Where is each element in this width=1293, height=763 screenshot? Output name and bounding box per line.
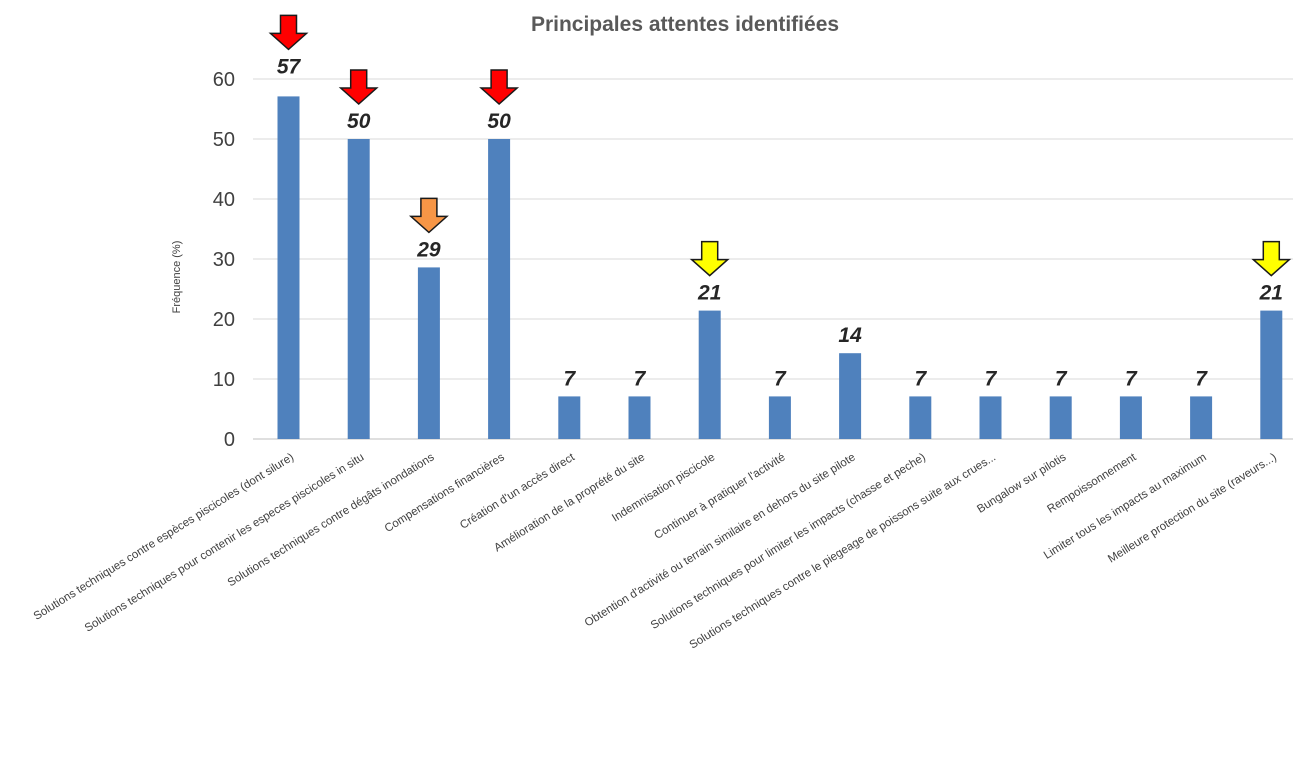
x-tick-label: Amélioration de la proprété du site (492, 451, 647, 554)
data-label: 50 (347, 110, 371, 133)
data-labels: 57 50 29 50 7 7 21 7 14 7 7 7 7 7 21 (277, 55, 1283, 390)
y-tick-label: 50 (213, 129, 235, 151)
x-tick-label: Solutions techniques pour contenir les e… (83, 451, 366, 634)
data-label: 21 (697, 282, 721, 305)
bar (417, 267, 440, 439)
y-tick-label: 0 (224, 429, 235, 451)
bar (347, 139, 370, 439)
chart-title: Principales attentes identifiées (531, 13, 839, 36)
y-tick-label: 40 (213, 189, 235, 211)
bar (558, 396, 581, 439)
annotation-arrows (268, 14, 1292, 277)
arrow-down-icon (479, 69, 520, 106)
data-label: 7 (774, 367, 787, 390)
bars (277, 96, 1283, 440)
gridlines (253, 78, 1293, 440)
data-label: 14 (838, 324, 862, 347)
data-label: 7 (563, 367, 576, 390)
x-tick-label: Solutions techniques contre espèces pisc… (32, 451, 297, 623)
bar (698, 310, 721, 439)
x-tick-label: Compensations financières (383, 451, 507, 535)
bar (1190, 396, 1213, 439)
data-label: 21 (1259, 282, 1283, 305)
data-label: 50 (487, 110, 511, 133)
y-axis-label: Fréquence (%) (171, 241, 183, 314)
x-tick-label: Solutions techniques pour limiter les im… (649, 451, 928, 632)
bar (979, 396, 1002, 439)
bar (628, 396, 651, 439)
data-label: 7 (914, 367, 927, 390)
bar (277, 96, 300, 440)
x-axis-category-labels: Solutions techniques contre espèces pisc… (32, 451, 1279, 652)
data-label: 7 (1055, 367, 1068, 390)
x-tick-label: Continuer à pratiquer l'activité (652, 451, 787, 542)
y-axis-ticks: 0 10 20 30 40 50 60 (213, 69, 235, 451)
bar (1049, 396, 1072, 439)
y-tick-label: 10 (213, 369, 235, 391)
data-label: 7 (1195, 367, 1208, 390)
arrow-down-icon (689, 240, 730, 277)
data-label: 7 (634, 367, 647, 390)
arrow-down-icon (1251, 240, 1292, 277)
arrow-down-icon (268, 14, 309, 51)
bar (1260, 310, 1283, 439)
y-tick-label: 20 (213, 309, 235, 331)
y-tick-label: 60 (213, 69, 235, 91)
bar (488, 139, 511, 439)
data-label: 7 (1125, 367, 1138, 390)
bar (909, 396, 932, 439)
data-label: 29 (416, 238, 441, 261)
arrow-down-icon (408, 197, 449, 234)
bar (1119, 396, 1142, 439)
bar (768, 396, 791, 439)
y-tick-label: 30 (213, 249, 235, 271)
arrow-down-icon (338, 69, 379, 106)
data-label: 7 (985, 367, 998, 390)
x-tick-label: Création d'un accès direct (458, 451, 577, 532)
x-tick-label: Obtention d'activité ou terrain similair… (583, 451, 858, 629)
data-label: 57 (277, 55, 302, 78)
bar (839, 353, 862, 439)
